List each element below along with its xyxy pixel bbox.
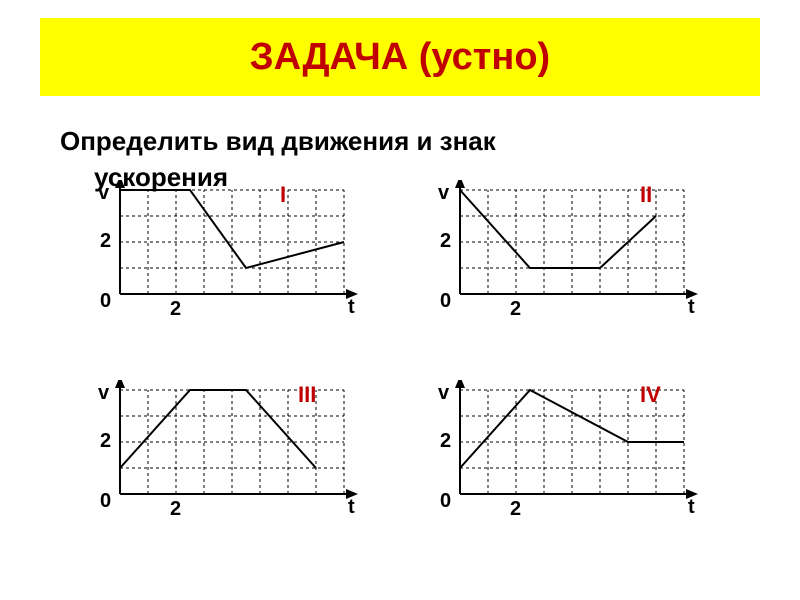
x-axis-label: t — [688, 296, 695, 319]
x-tick-2: 2 — [170, 298, 181, 321]
chart-iv: IV v t 2 0 2 — [430, 380, 710, 560]
x-tick-2: 2 — [510, 298, 521, 321]
y-tick-2: 2 — [440, 430, 451, 453]
chart-ii: II v t 2 0 2 — [430, 180, 710, 360]
origin-label: 0 — [440, 490, 451, 513]
chart-label: I — [280, 182, 286, 208]
y-tick-2: 2 — [100, 430, 111, 453]
y-axis-label: v — [98, 382, 109, 405]
y-tick-2: 2 — [100, 230, 111, 253]
y-axis-label: v — [438, 182, 449, 205]
charts-container: Iv t 2 0 2 II v t 2 0 2 III v t 2 0 2 IV v t 2 0 2 — [0, 180, 800, 580]
origin-label: 0 — [100, 490, 111, 513]
origin-label: 0 — [100, 290, 111, 313]
chart-iii: III v t 2 0 2 — [90, 380, 370, 560]
origin-label: 0 — [440, 290, 451, 313]
subtitle-line1: Определить вид движения и знак — [60, 126, 496, 157]
title-banner: ЗАДАЧА (устно) — [40, 18, 760, 96]
y-tick-2: 2 — [440, 230, 451, 253]
x-tick-2: 2 — [170, 498, 181, 521]
x-axis-label: t — [348, 496, 355, 519]
x-axis-label: t — [688, 496, 695, 519]
chart-label: III — [298, 382, 316, 408]
x-tick-2: 2 — [510, 498, 521, 521]
chart-label: IV — [640, 382, 661, 408]
y-axis-label: v — [438, 382, 449, 405]
chart-label: II — [640, 182, 652, 208]
x-axis-label: t — [348, 296, 355, 319]
y-axis-label: v — [98, 182, 109, 205]
chart-i: Iv t 2 0 2 — [90, 180, 370, 360]
page-title: ЗАДАЧА (устно) — [250, 36, 550, 79]
